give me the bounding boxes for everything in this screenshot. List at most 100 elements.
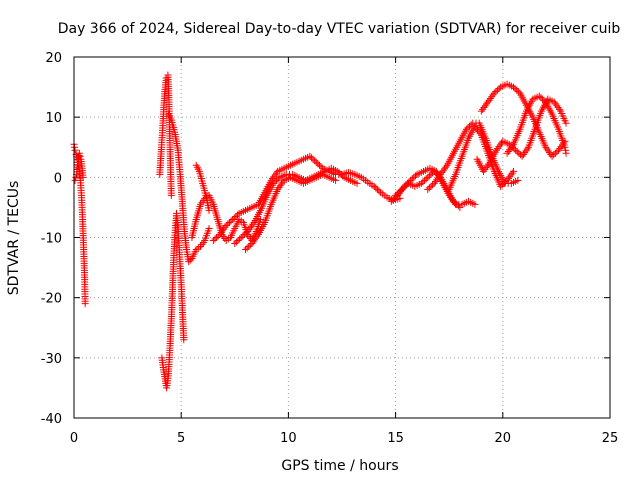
- data-point: [425, 172, 433, 180]
- data-point: [311, 157, 319, 165]
- data-point: [476, 129, 484, 137]
- y-tick-label: 10: [45, 111, 62, 126]
- data-point: [81, 300, 89, 308]
- data-point: [439, 167, 447, 175]
- data-point: [508, 169, 516, 177]
- data-point: [481, 102, 489, 110]
- data-point: [216, 230, 224, 238]
- data-point: [507, 171, 515, 179]
- data-point: [492, 146, 500, 154]
- data-point: [180, 336, 188, 344]
- data-point: [501, 178, 509, 186]
- data-point: [408, 175, 416, 183]
- data-point: [427, 170, 435, 178]
- data-point: [214, 232, 222, 240]
- y-tick-label: -40: [41, 412, 62, 427]
- data-point: [480, 104, 488, 112]
- data-point: [232, 238, 240, 246]
- data-point: [512, 146, 520, 154]
- data-point: [562, 149, 570, 157]
- data-point: [551, 149, 559, 157]
- data-point: [392, 191, 400, 199]
- data-point: [550, 151, 558, 159]
- data-point: [249, 220, 257, 228]
- data-point: [251, 236, 259, 244]
- data-point: [353, 179, 361, 187]
- data-point: [562, 119, 570, 127]
- data-point: [503, 149, 511, 157]
- data-point: [562, 146, 570, 154]
- data-markers: [70, 71, 570, 392]
- data-point: [540, 97, 548, 105]
- data-point: [422, 175, 430, 183]
- series-sat-j: [242, 170, 340, 254]
- x-axis-label: GPS time / hours: [281, 458, 398, 474]
- series-sat-l: [392, 167, 464, 211]
- data-point: [249, 238, 257, 246]
- data-point: [514, 176, 522, 184]
- data-point: [438, 169, 446, 177]
- data-point: [387, 197, 395, 205]
- plot-frame: [73, 56, 611, 419]
- data-point: [71, 143, 79, 151]
- data-point: [464, 124, 472, 132]
- data-point: [209, 237, 217, 245]
- data-point: [229, 215, 237, 223]
- data-point: [221, 223, 229, 231]
- series-sat-g: [192, 161, 213, 214]
- data-point: [550, 98, 558, 106]
- data-point: [454, 202, 462, 210]
- y-tick-label: -10: [41, 232, 62, 247]
- data-point: [511, 85, 519, 93]
- data-point: [431, 178, 439, 186]
- data-point: [335, 169, 343, 177]
- data-point: [71, 176, 79, 184]
- data-point: [276, 182, 284, 190]
- data-point: [425, 184, 433, 192]
- data-point: [410, 173, 418, 181]
- data-point: [480, 167, 488, 175]
- data-point: [246, 224, 254, 232]
- data-point: [497, 182, 505, 190]
- data-point: [244, 227, 252, 235]
- data-point: [557, 143, 565, 151]
- data-point: [510, 83, 518, 91]
- data-point: [554, 104, 562, 112]
- y-tick-label: 0: [54, 171, 62, 186]
- data-point: [236, 235, 244, 243]
- data-point: [76, 152, 84, 160]
- data-point: [242, 229, 250, 237]
- data-point: [396, 187, 404, 195]
- data-point: [430, 167, 438, 175]
- data-point: [513, 86, 521, 94]
- series-sat-i: [231, 164, 361, 248]
- data-point: [337, 170, 345, 178]
- data-point: [225, 218, 233, 226]
- data-point: [471, 200, 479, 208]
- data-point: [269, 179, 277, 187]
- data-point: [271, 171, 279, 179]
- data-point: [503, 176, 511, 184]
- data-point: [519, 150, 527, 158]
- data-point: [234, 237, 242, 245]
- x-tick-label: 5: [177, 431, 185, 446]
- data-point: [510, 167, 518, 175]
- data-point: [220, 225, 228, 233]
- data-point: [555, 146, 563, 154]
- data-point: [483, 162, 491, 170]
- y-tick-label: -20: [41, 292, 62, 307]
- data-point: [462, 125, 470, 133]
- data-point: [494, 144, 502, 152]
- series-sat-p: [473, 95, 570, 175]
- data-point: [373, 185, 381, 193]
- data-point: [233, 211, 241, 219]
- data-point: [392, 193, 400, 201]
- data-point: [492, 88, 500, 96]
- data-point: [427, 182, 435, 190]
- data-point: [482, 164, 490, 172]
- data-point: [315, 161, 323, 169]
- data-point: [275, 184, 283, 192]
- data-point: [486, 95, 494, 103]
- data-point: [253, 232, 261, 240]
- data-point: [375, 187, 383, 195]
